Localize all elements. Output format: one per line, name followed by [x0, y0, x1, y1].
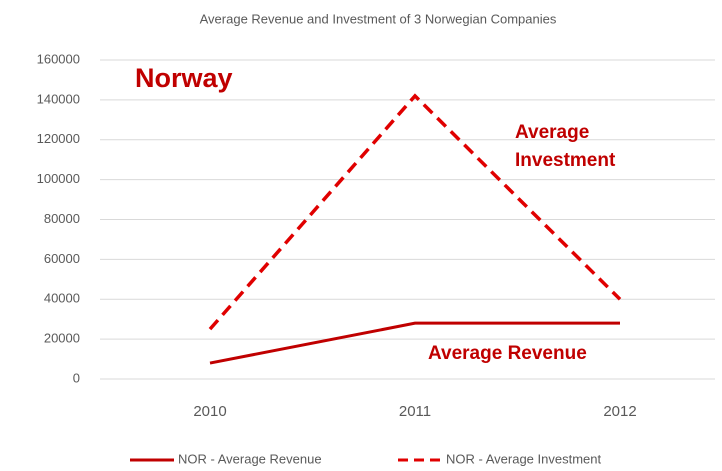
legend-label: NOR - Average Revenue	[178, 451, 322, 466]
line-series	[208, 93, 622, 331]
x-tick-label: 2012	[603, 403, 636, 420]
annotation-line: Average Revenue	[428, 343, 587, 364]
y-tick-label: 60000	[44, 251, 80, 266]
y-tick-label: 160000	[37, 51, 80, 66]
y-tick-label: 20000	[44, 331, 80, 346]
annotation-line: Norway	[135, 63, 233, 93]
y-tick-label: 40000	[44, 291, 80, 306]
annotation: Average Investment	[515, 122, 616, 171]
annotation-line: Average	[515, 122, 589, 143]
legend-label: NOR - Average Investment	[446, 451, 601, 466]
y-tick-label: 80000	[44, 211, 80, 226]
annotation: Average Revenue	[428, 343, 587, 364]
line-series	[209, 321, 620, 365]
x-tick-label: 2011	[399, 403, 431, 420]
y-tick-label: 0	[73, 370, 80, 385]
y-tick-label: 120000	[37, 131, 80, 146]
x-tick-label: 2010	[193, 403, 226, 420]
y-tick-label: 140000	[37, 91, 80, 106]
chart-title: Average Revenue and Investment of 3 Norw…	[200, 11, 557, 26]
annotation: Norway	[135, 63, 233, 93]
annotation-line: Investment	[515, 150, 616, 171]
y-tick-label: 100000	[37, 171, 80, 186]
